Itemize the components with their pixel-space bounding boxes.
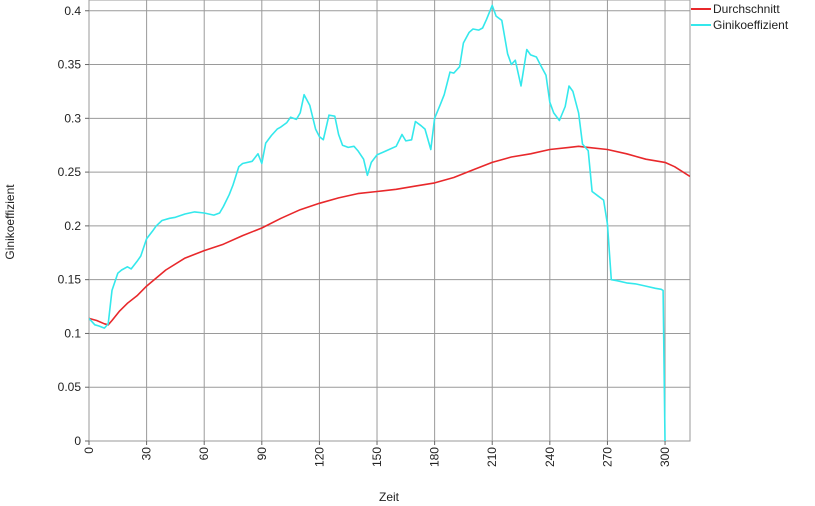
x-tick-label: 180: [428, 447, 442, 467]
y-tick-label: 0.25: [58, 165, 82, 179]
series-lines: [89, 4, 690, 441]
x-tick-label: 120: [312, 447, 326, 467]
y-tick-label: 0: [74, 434, 81, 448]
x-tick-label: 90: [255, 447, 269, 461]
plot-area: [88, 0, 691, 442]
x-tick-label: 30: [140, 447, 154, 461]
x-tick-label: 270: [600, 447, 614, 467]
x-axis-ticks: 0 30 60 90 120 150 180 210 240 270 300: [82, 441, 672, 467]
legend-label: Ginikoeffizient: [713, 18, 789, 32]
y-axis-ticks: 0 0.05 0.1 0.15 0.2 0.25 0.3 0.35 0.4: [58, 4, 89, 448]
grid-lines: [88, 0, 690, 442]
x-tick-label: 210: [485, 447, 499, 467]
legend-label: Durchschnitt: [713, 2, 780, 16]
x-tick-label: 0: [82, 447, 96, 454]
legend: Durchschnitt Ginikoeffizient: [691, 2, 789, 32]
y-tick-label: 0.4: [64, 4, 81, 18]
x-tick-label: 150: [370, 447, 384, 467]
y-tick-label: 0.3: [64, 111, 81, 125]
x-tick-label: 240: [543, 447, 557, 467]
y-tick-label: 0.05: [58, 380, 82, 394]
y-tick-label: 0.2: [64, 219, 81, 233]
y-axis-title: Ginikoeffizient: [3, 184, 17, 260]
series-line-ginikoeffizient: [89, 4, 666, 441]
y-tick-label: 0.1: [64, 326, 81, 340]
y-tick-label: 0.35: [58, 58, 82, 72]
x-tick-label: 60: [197, 447, 211, 461]
x-tick-label: 300: [658, 447, 672, 467]
y-tick-label: 0.15: [58, 273, 82, 287]
x-axis-title: Zeit: [379, 490, 400, 504]
